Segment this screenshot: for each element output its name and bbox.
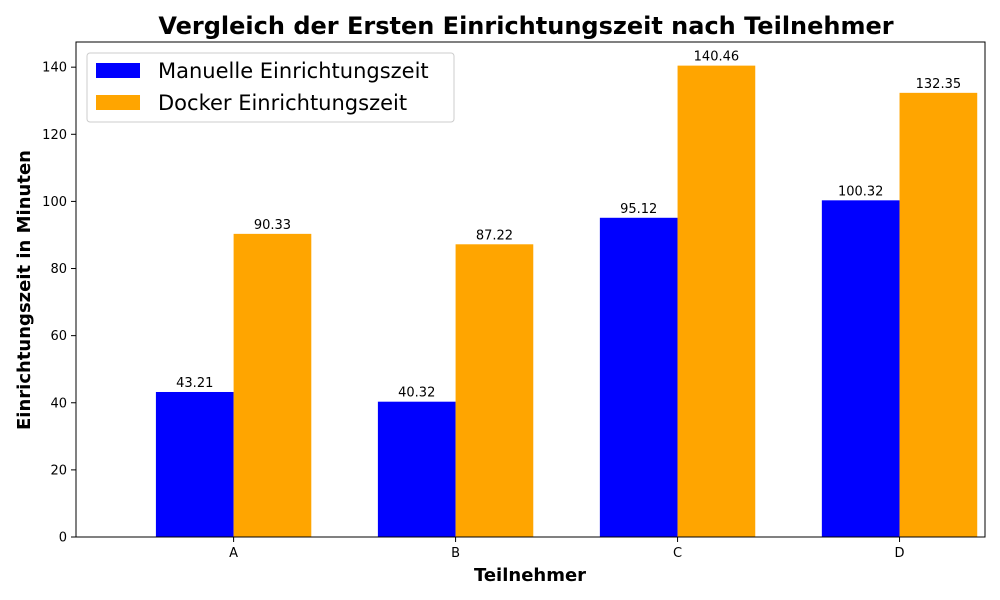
y-axis: 0 20 40 60 80 100 120 140 (42, 61, 76, 546)
bar-series2-b (455, 244, 534, 537)
y-tick-label: 40 (50, 396, 67, 411)
legend-label-series2: Docker Einrichtungszeit (158, 91, 407, 115)
bar-series1-c (599, 217, 678, 537)
y-tick-label: 80 (50, 262, 67, 277)
bar-series1-d (821, 200, 900, 537)
y-axis-label: Einrichtungszeit in Minuten (14, 150, 35, 430)
y-tick-label: 120 (42, 128, 67, 143)
data-label-series1-b: 40.32 (398, 386, 435, 401)
chart-title: Vergleich der Ersten Einrichtungszeit na… (158, 12, 893, 40)
bar-series2-a (233, 233, 312, 537)
y-tick-label: 20 (50, 463, 67, 478)
legend-swatch-series2 (96, 95, 140, 110)
x-tick-label: D (895, 546, 905, 561)
y-tick-label: 60 (50, 329, 67, 344)
y-tick-label: 0 (59, 531, 67, 546)
data-label-series2-b: 87.22 (476, 228, 513, 243)
legend-box (86, 52, 455, 123)
legend-label-series1: Manuelle Einrichtungszeit (158, 59, 429, 83)
data-label-series2-d: 132.35 (916, 77, 962, 92)
legend-swatch-series1 (96, 63, 140, 78)
y-tick-label: 100 (42, 195, 67, 210)
data-label-series1-a: 43.21 (176, 376, 213, 391)
bar-series1-a (155, 391, 234, 537)
x-axis-label: Teilnehmer (474, 565, 586, 586)
data-label-series1-c: 95.12 (620, 202, 657, 217)
bar-series2-d (899, 92, 978, 537)
legend: Manuelle Einrichtungszeit Docker Einricht… (86, 52, 455, 123)
plot-frame (75, 41, 986, 538)
x-axis: A B C D (229, 537, 905, 561)
data-label-series1-d: 100.32 (838, 184, 884, 199)
data-label-series2-c: 140.46 (694, 50, 740, 65)
data-labels-layer: 43.21 40.32 95.12 100.32 90.33 87.22 140.46 132… (176, 50, 961, 401)
bar-series2-c (677, 65, 756, 537)
x-tick-label: B (451, 546, 460, 561)
x-tick-label: A (229, 546, 238, 561)
x-tick-label: C (673, 546, 682, 561)
bar-series1-b (377, 401, 456, 537)
y-tick-label: 140 (42, 61, 67, 76)
data-label-series2-a: 90.33 (254, 218, 291, 233)
bars-layer (155, 65, 978, 537)
